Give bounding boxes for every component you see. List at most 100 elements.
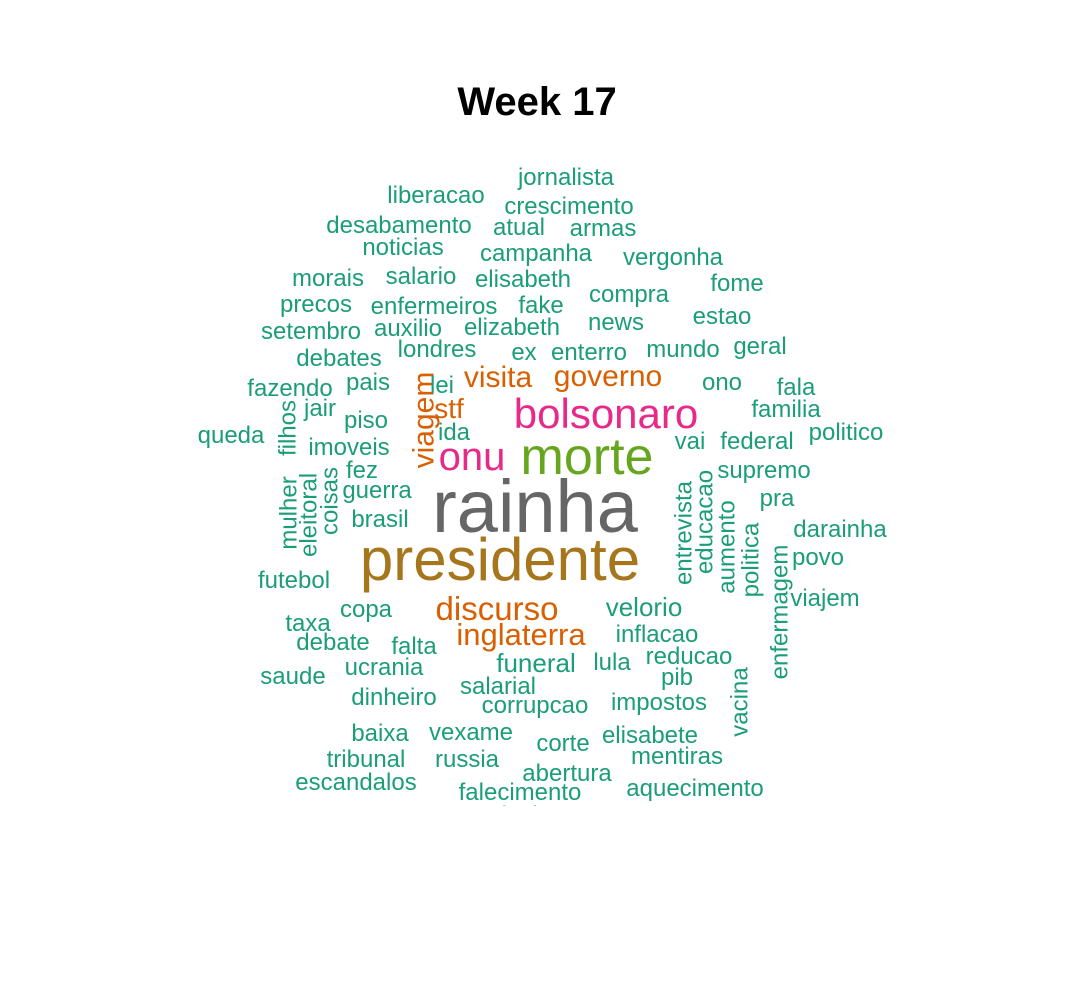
word-darainha: darainha <box>793 516 887 543</box>
word-reducao: reducao <box>646 643 733 670</box>
word-lei: lei <box>430 372 454 399</box>
word-debate: debate <box>296 629 369 656</box>
word-enfermeiros: enfermeiros <box>371 293 498 320</box>
word-ono: ono <box>702 369 742 396</box>
word-fala: fala <box>777 374 816 401</box>
word-mulher: mulher <box>276 476 303 549</box>
word-vai: vai <box>675 428 706 455</box>
word-imoveis: imoveis <box>308 434 389 461</box>
word-agricultura: agricultura <box>467 802 580 829</box>
word-fazendo: fazendo <box>247 375 332 402</box>
word-familia: familia <box>751 396 821 423</box>
word-corrupcao: corrupcao <box>482 692 589 719</box>
word-crescimento: crescimento <box>504 193 633 220</box>
word-filhos: filhos <box>275 400 302 456</box>
word-auxilio: auxilio <box>374 315 442 342</box>
word-pib: pib <box>661 664 693 691</box>
word-futebol: futebol <box>258 567 330 594</box>
word-estao: estao <box>693 303 752 330</box>
word-visita: visita <box>464 361 533 394</box>
word-aumento: aumento <box>714 500 741 593</box>
word-falecimento: falecimento <box>459 779 582 806</box>
word-liberacao: liberacao <box>387 182 484 209</box>
word-brasil: brasil <box>351 506 408 533</box>
word-news: news <box>588 309 644 336</box>
word-debates: debates <box>296 345 381 372</box>
word-mundo: mundo <box>646 336 719 363</box>
word-escandalos: escandalos <box>295 769 416 796</box>
word-supremo: supremo <box>717 457 810 484</box>
word-tribunal: tribunal <box>327 746 406 773</box>
word-stf: stf <box>434 393 464 424</box>
word-piso: piso <box>344 407 388 434</box>
word-ex: ex <box>511 339 536 366</box>
word-funeral: funeral <box>496 648 576 678</box>
word-lula: lula <box>593 649 631 676</box>
word-corte: corte <box>536 730 589 757</box>
word-vergonha: vergonha <box>623 244 724 271</box>
figure-title: Week 17 <box>457 80 617 124</box>
word-politico: politico <box>809 419 884 446</box>
word-ida: ida <box>438 419 471 446</box>
word-impostos: impostos <box>611 689 707 716</box>
word-velorio: velorio <box>606 592 683 622</box>
word-presidente: presidente <box>360 526 640 593</box>
word-noticias: noticias <box>362 234 443 261</box>
word-fez: fez <box>346 457 378 484</box>
word-desabamento: desabamento <box>326 212 471 239</box>
word-abertura: abertura <box>522 760 612 787</box>
word-coisas: coisas <box>317 467 344 535</box>
word-salarial: salarial <box>460 673 536 700</box>
word-entrevista: entrevista <box>671 480 698 585</box>
word-armas: armas <box>570 215 637 242</box>
word-londres: londres <box>398 336 477 363</box>
word-russia: russia <box>435 746 500 773</box>
word-morais: morais <box>292 265 364 292</box>
word-bolsonaro: bolsonaro <box>514 390 698 437</box>
word-povo: povo <box>792 544 844 571</box>
word-copa: copa <box>340 596 393 623</box>
word-compra: compra <box>589 281 670 308</box>
word-viajem: viajem <box>790 585 859 612</box>
word-setembro: setembro <box>261 318 361 345</box>
word-atual: atual <box>493 214 545 241</box>
word-taxa: taxa <box>285 610 331 637</box>
word-campanha: campanha <box>480 240 593 267</box>
word-guerra: guerra <box>342 477 412 504</box>
word-dinheiro: dinheiro <box>351 684 436 711</box>
word-elisabete: elisabete <box>602 722 698 749</box>
word-onu: onu <box>439 435 506 479</box>
word-viagem: viagem <box>408 372 441 469</box>
word-jornalista: jornalista <box>517 164 615 191</box>
word-elisabeth: elisabeth <box>475 266 571 293</box>
word-enterro: enterro <box>551 339 627 366</box>
word-saude: saude <box>260 663 325 690</box>
word-inglaterra: inglaterra <box>456 617 586 652</box>
word-morte: morte <box>521 428 654 486</box>
word-salario: salario <box>386 263 457 290</box>
word-vexame: vexame <box>429 719 513 746</box>
word-educacao: educacao <box>692 470 719 574</box>
word-politica: politica <box>738 522 765 597</box>
word-inflacao: inflacao <box>616 621 699 648</box>
word-pra: pra <box>760 485 795 512</box>
word-vacina: vacina <box>727 667 754 737</box>
word-governo: governo <box>554 360 662 393</box>
word-aquecimento: aquecimento <box>626 775 763 802</box>
word-federal: federal <box>720 428 793 455</box>
word-jair: jair <box>303 395 336 422</box>
word-enfermagem: enfermagem <box>767 545 794 680</box>
word-elizabeth: elizabeth <box>464 314 560 341</box>
word-eleitoral: eleitoral <box>296 473 323 557</box>
word-falta: falta <box>391 633 437 660</box>
word-ucrania: ucrania <box>345 654 424 681</box>
word-queda: queda <box>198 422 265 449</box>
word-geral: geral <box>733 333 786 360</box>
word-fome: fome <box>710 270 763 297</box>
word-rainha: rainha <box>432 465 639 548</box>
word-precos: precos <box>280 291 352 318</box>
word-discurso: discurso <box>436 590 559 627</box>
word-fake: fake <box>518 292 563 319</box>
